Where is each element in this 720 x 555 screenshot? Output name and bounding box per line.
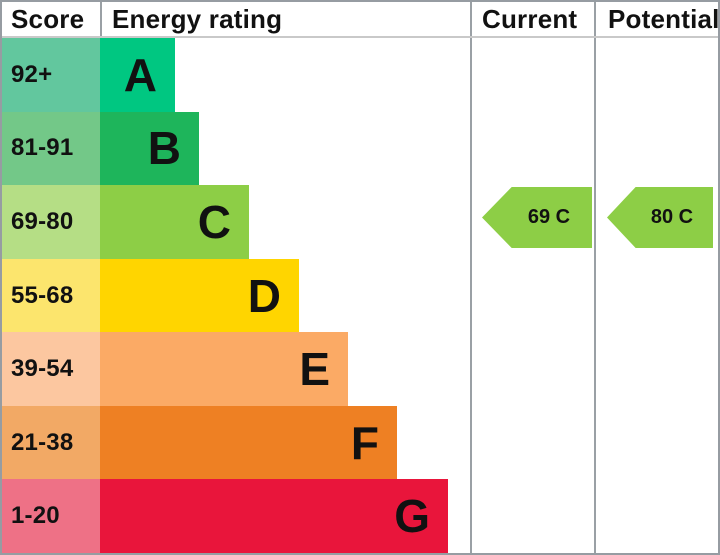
band-d-bar: D [100,258,299,333]
score-column-header: Score [11,3,85,34]
band-g-bar: G [100,479,448,553]
band-g-score: 1-20 [2,479,100,553]
band-d-score: 55-68 [2,258,100,333]
current-rating-label: 69 C [527,206,571,228]
band-row-c: 69-80 C [2,185,718,259]
band-c-score: 69-80 [2,185,100,259]
current-column-header: Current [482,3,578,34]
band-row-d: 55-68 D [2,258,718,333]
band-row-e: 39-54 E [2,332,718,406]
band-row-a: 92+ A [2,38,718,112]
band-b-bar: B [100,111,199,186]
current-column-divider [470,2,472,553]
score-column-divider [100,2,102,38]
band-rows: 92+ A 81-91 B 69-80 C 55-68 D 39-54 E 21… [2,38,718,553]
energy-rating-column-header: Energy rating [112,3,283,34]
band-f-bar: F [100,405,397,480]
potential-rating-label: 80 C [650,206,694,228]
band-row-b: 81-91 B [2,111,718,186]
band-e-bar: E [100,332,348,406]
band-c-bar: C [100,185,249,259]
band-f-score: 21-38 [2,405,100,480]
band-a-bar: A [100,38,175,112]
band-row-g: 1-20 G [2,479,718,553]
header-row: Score Energy rating Current Potential [2,2,718,38]
band-b-score: 81-91 [2,111,100,186]
band-e-score: 39-54 [2,332,100,406]
potential-column-divider [594,2,596,553]
band-a-score: 92+ [2,38,100,112]
band-row-f: 21-38 F [2,405,718,480]
potential-column-header: Potential [608,3,720,34]
